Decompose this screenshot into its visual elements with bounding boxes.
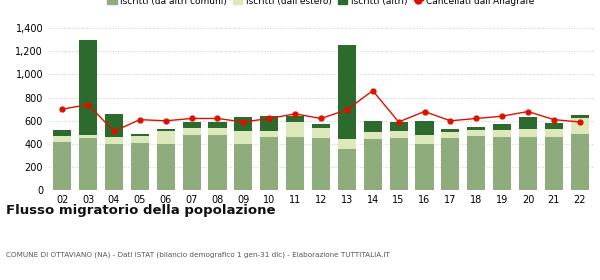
Bar: [364, 132, 382, 139]
Bar: [157, 129, 175, 131]
Bar: [235, 131, 253, 144]
Bar: [105, 114, 123, 137]
Bar: [208, 135, 227, 190]
Bar: [235, 117, 253, 131]
Text: COMUNE DI OTTAVIANO (NA) - Dati ISTAT (bilancio demografico 1 gen-31 dic) - Elab: COMUNE DI OTTAVIANO (NA) - Dati ISTAT (b…: [6, 252, 390, 258]
Bar: [389, 138, 407, 190]
Bar: [545, 129, 563, 137]
Bar: [286, 122, 304, 137]
Bar: [312, 128, 330, 138]
Bar: [389, 131, 407, 138]
Text: Flusso migratorio della popolazione: Flusso migratorio della popolazione: [6, 204, 275, 217]
Bar: [415, 135, 434, 144]
Bar: [208, 122, 227, 128]
Bar: [519, 117, 537, 129]
Bar: [338, 45, 356, 139]
Bar: [79, 138, 97, 190]
Bar: [389, 122, 407, 131]
Bar: [364, 121, 382, 132]
Bar: [571, 115, 589, 118]
Bar: [312, 138, 330, 190]
Bar: [182, 135, 200, 190]
Bar: [105, 137, 123, 144]
Bar: [519, 137, 537, 190]
Bar: [467, 136, 485, 190]
Bar: [415, 121, 434, 135]
Bar: [131, 143, 149, 190]
Bar: [338, 149, 356, 190]
Bar: [571, 134, 589, 190]
Bar: [442, 138, 460, 190]
Bar: [260, 131, 278, 137]
Bar: [442, 129, 460, 132]
Bar: [131, 136, 149, 143]
Bar: [79, 39, 97, 135]
Bar: [53, 142, 71, 190]
Bar: [493, 137, 511, 190]
Bar: [260, 137, 278, 190]
Bar: [53, 130, 71, 136]
Legend: Iscritti (da altri comuni), Iscritti (dall'estero), Iscritti (altri), Cancellati: Iscritti (da altri comuni), Iscritti (da…: [107, 0, 535, 6]
Bar: [208, 128, 227, 135]
Bar: [131, 134, 149, 136]
Bar: [364, 139, 382, 190]
Bar: [157, 144, 175, 190]
Bar: [260, 116, 278, 131]
Bar: [235, 144, 253, 190]
Bar: [312, 124, 330, 128]
Bar: [493, 130, 511, 137]
Bar: [545, 137, 563, 190]
Bar: [286, 137, 304, 190]
Bar: [105, 144, 123, 190]
Bar: [182, 122, 200, 128]
Bar: [182, 128, 200, 135]
Bar: [79, 135, 97, 138]
Bar: [442, 132, 460, 138]
Bar: [157, 131, 175, 144]
Bar: [467, 127, 485, 130]
Bar: [493, 124, 511, 130]
Bar: [338, 139, 356, 149]
Bar: [286, 116, 304, 122]
Bar: [519, 129, 537, 137]
Bar: [467, 130, 485, 136]
Bar: [415, 144, 434, 190]
Bar: [53, 136, 71, 142]
Bar: [571, 118, 589, 134]
Bar: [545, 123, 563, 129]
